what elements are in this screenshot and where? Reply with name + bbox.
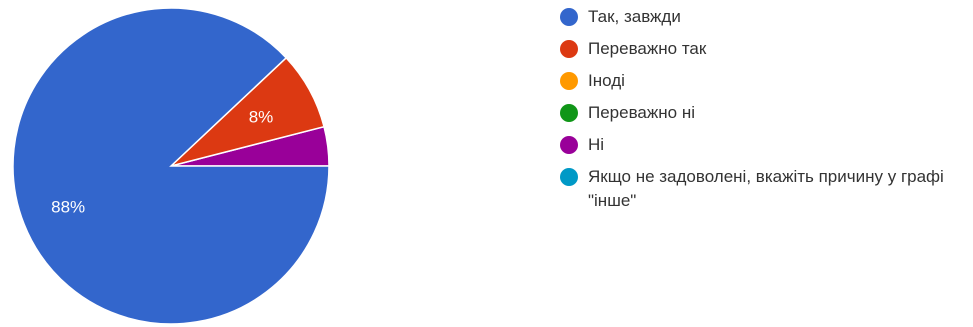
legend-label-3: Переважно ні <box>588 103 695 122</box>
slice-data-label-0: 88% <box>51 198 85 217</box>
legend-item-1[interactable]: Переважно так <box>560 37 970 61</box>
legend-swatch-1 <box>560 40 578 58</box>
legend-item-3[interactable]: Переважно ні <box>560 101 970 125</box>
legend-item-5[interactable]: Якщо не задоволені, вкажіть причину у гр… <box>560 165 970 213</box>
legend: Так, завжди Переважно так Іноді Переважно н… <box>560 5 970 221</box>
legend-swatch-4 <box>560 136 578 154</box>
legend-label-2: Іноді <box>588 71 625 90</box>
legend-label-1: Переважно так <box>588 39 707 58</box>
legend-label-5: Якщо не задоволені, вкажіть причину у гр… <box>588 167 944 210</box>
legend-swatch-5 <box>560 168 578 186</box>
pie-chart: 88% 8% <box>12 7 330 325</box>
legend-label-4: Ні <box>588 135 605 154</box>
legend-item-0[interactable]: Так, завжди <box>560 5 970 29</box>
pie-slice-0[interactable] <box>12 7 330 325</box>
legend-swatch-3 <box>560 104 578 122</box>
slice-data-label-1: 8% <box>249 108 274 127</box>
legend-label-0: Так, завжди <box>588 7 681 26</box>
legend-item-4[interactable]: Ні <box>560 133 970 157</box>
legend-swatch-2 <box>560 72 578 90</box>
legend-swatch-0 <box>560 8 578 26</box>
legend-item-2[interactable]: Іноді <box>560 69 970 93</box>
